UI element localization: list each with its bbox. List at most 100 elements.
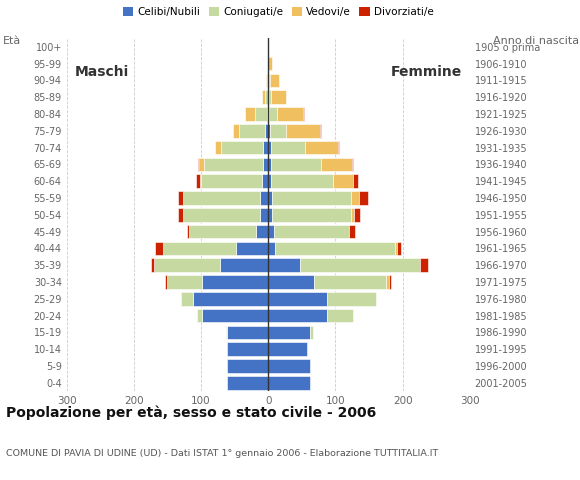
- Bar: [310, 325, 313, 339]
- Bar: [327, 292, 376, 306]
- Bar: [155, 241, 164, 255]
- Bar: [268, 376, 310, 390]
- Bar: [168, 275, 202, 289]
- Bar: [268, 157, 271, 171]
- Bar: [245, 107, 255, 121]
- Bar: [262, 174, 268, 188]
- Bar: [268, 124, 270, 138]
- Bar: [226, 325, 227, 339]
- Bar: [269, 107, 277, 121]
- Bar: [198, 157, 199, 171]
- Bar: [349, 225, 355, 239]
- Bar: [183, 191, 260, 205]
- Bar: [197, 309, 202, 323]
- Bar: [260, 191, 268, 205]
- Bar: [165, 275, 168, 289]
- Bar: [268, 90, 269, 104]
- Bar: [265, 90, 267, 104]
- Bar: [201, 174, 262, 188]
- Bar: [177, 208, 183, 222]
- Bar: [303, 107, 304, 121]
- Bar: [200, 174, 201, 188]
- Bar: [227, 376, 268, 390]
- Bar: [321, 157, 351, 171]
- Bar: [227, 359, 268, 373]
- Bar: [220, 258, 268, 272]
- Bar: [275, 241, 394, 255]
- Bar: [181, 292, 193, 306]
- Bar: [263, 157, 268, 171]
- Bar: [164, 241, 236, 255]
- Bar: [327, 309, 353, 323]
- Bar: [394, 241, 397, 255]
- Bar: [268, 275, 314, 289]
- Bar: [202, 309, 268, 323]
- Bar: [420, 258, 428, 272]
- Bar: [268, 258, 300, 272]
- Bar: [351, 208, 354, 222]
- Bar: [204, 157, 263, 171]
- Bar: [351, 157, 353, 171]
- Text: Femmine: Femmine: [390, 65, 462, 79]
- Bar: [359, 191, 368, 205]
- Bar: [268, 174, 271, 188]
- Bar: [271, 174, 333, 188]
- Text: Maschi: Maschi: [75, 65, 129, 79]
- Bar: [274, 225, 349, 239]
- Bar: [268, 342, 307, 356]
- Bar: [354, 208, 360, 222]
- Bar: [304, 141, 338, 155]
- Bar: [262, 90, 265, 104]
- Bar: [260, 208, 268, 222]
- Bar: [177, 191, 183, 205]
- Bar: [268, 141, 271, 155]
- Bar: [215, 141, 221, 155]
- Bar: [268, 208, 271, 222]
- Bar: [193, 292, 268, 306]
- Text: COMUNE DI PAVIA DI UDINE (UD) - Dati ISTAT 1° gennaio 2006 - Elaborazione TUTTIT: COMUNE DI PAVIA DI UDINE (UD) - Dati IST…: [6, 449, 438, 458]
- Bar: [233, 124, 240, 138]
- Bar: [300, 258, 420, 272]
- Bar: [255, 107, 267, 121]
- Bar: [397, 241, 401, 255]
- Bar: [287, 124, 320, 138]
- Bar: [183, 208, 260, 222]
- Bar: [263, 141, 268, 155]
- Bar: [240, 124, 265, 138]
- Text: Età: Età: [3, 36, 21, 46]
- Bar: [154, 258, 220, 272]
- Bar: [227, 342, 268, 356]
- Bar: [268, 225, 274, 239]
- Bar: [267, 73, 268, 87]
- Bar: [271, 191, 351, 205]
- Bar: [353, 174, 358, 188]
- Bar: [268, 191, 271, 205]
- Bar: [271, 157, 321, 171]
- Bar: [389, 275, 390, 289]
- Bar: [187, 225, 189, 239]
- Bar: [268, 73, 269, 87]
- Bar: [271, 141, 304, 155]
- Bar: [265, 124, 268, 138]
- Bar: [277, 107, 303, 121]
- Legend: Celibi/Nubili, Coniugati/e, Vedovi/e, Divorziati/e: Celibi/Nubili, Coniugati/e, Vedovi/e, Di…: [121, 5, 436, 19]
- Bar: [256, 225, 268, 239]
- Bar: [236, 241, 268, 255]
- Bar: [227, 325, 268, 339]
- Bar: [267, 90, 268, 104]
- Bar: [314, 275, 386, 289]
- Bar: [202, 275, 268, 289]
- Bar: [221, 141, 263, 155]
- Text: Popolazione per età, sesso e stato civile - 2006: Popolazione per età, sesso e stato civil…: [6, 406, 376, 420]
- Bar: [269, 90, 271, 104]
- Bar: [266, 73, 267, 87]
- Bar: [189, 225, 256, 239]
- Bar: [268, 325, 310, 339]
- Bar: [197, 174, 200, 188]
- Bar: [267, 107, 268, 121]
- Bar: [199, 157, 204, 171]
- Bar: [268, 309, 327, 323]
- Bar: [333, 174, 353, 188]
- Bar: [268, 107, 269, 121]
- Bar: [270, 73, 279, 87]
